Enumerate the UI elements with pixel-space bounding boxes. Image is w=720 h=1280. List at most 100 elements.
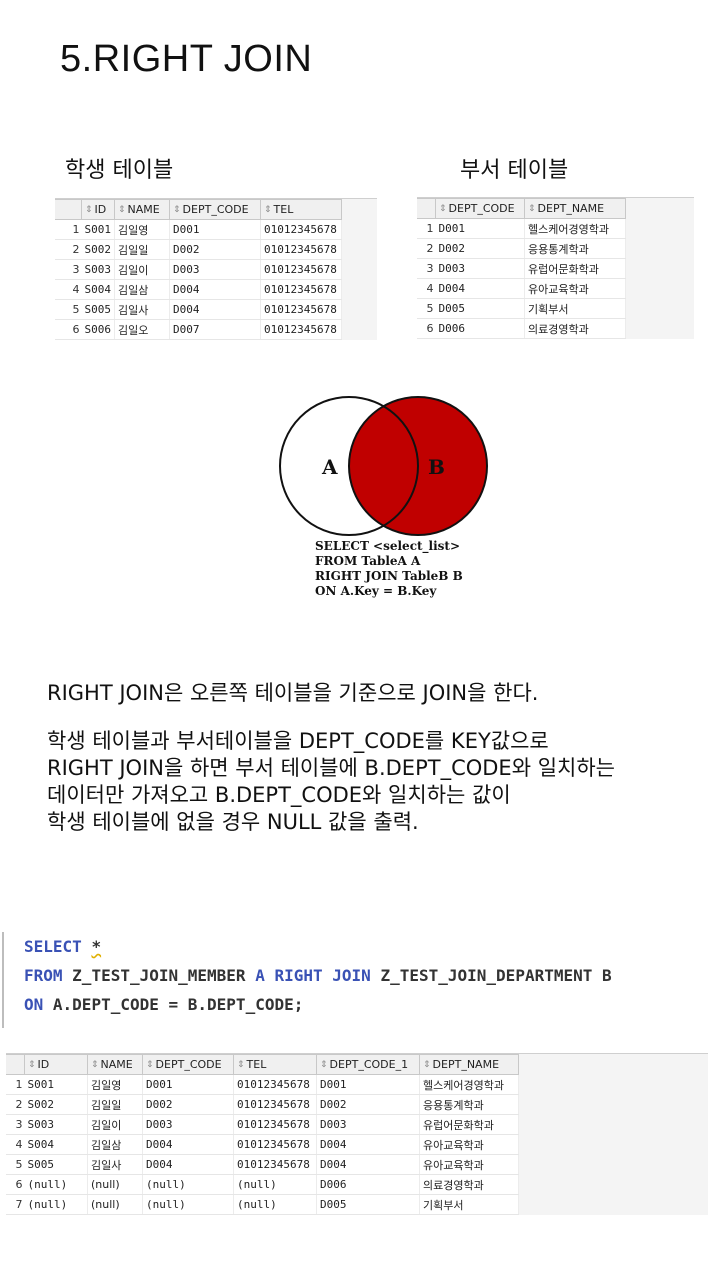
sort-icon[interactable]: ⇕ [173,205,181,215]
sort-icon[interactable]: ⇕ [146,1060,154,1070]
table-cell[interactable]: D004 [435,278,525,299]
table-cell[interactable]: 01012345678 [260,319,342,340]
table-cell[interactable]: S005 [24,1154,88,1175]
table-cell[interactable]: 01012345678 [260,219,342,240]
sort-icon[interactable]: ⇕ [118,205,126,215]
table-cell[interactable]: D003 [435,258,525,279]
table-cell[interactable]: (null) [142,1194,234,1215]
table-cell[interactable]: D004 [316,1134,420,1155]
sort-icon[interactable]: ⇕ [91,1060,99,1070]
table-row[interactable]: 5 D005 기획부서 [417,298,626,319]
column-header[interactable]: ⇕ DEPT_NAME [524,198,626,219]
table-row[interactable]: 4 S004 김일삼 D004 01012345678 [55,279,342,300]
table-cell[interactable]: D002 [435,238,525,259]
table-cell[interactable]: 01012345678 [233,1154,317,1175]
table-cell[interactable]: 유아교육학과 [419,1134,519,1155]
column-header[interactable]: ⇕ DEPT_CODE [435,198,525,219]
table-row[interactable]: 3 S003 김일이 D003 01012345678 D003 유럽어문화학과 [6,1114,519,1135]
table-cell[interactable]: 김일이 [114,259,170,280]
table-row[interactable]: 2 D002 응용통계학과 [417,238,626,259]
table-cell[interactable]: (null) [24,1174,88,1195]
table-cell[interactable]: 01012345678 [260,279,342,300]
table-row[interactable]: 1 D001 헬스케어경영학과 [417,218,626,239]
table-cell[interactable]: D001 [435,218,525,239]
table-cell[interactable]: 응용통계학과 [524,238,626,259]
table-cell[interactable]: S003 [24,1114,88,1135]
table-row[interactable]: 1 S001 김일영 D001 01012345678 D001 헬스케어경영학과 [6,1074,519,1095]
table-cell[interactable]: 김일삼 [114,279,170,300]
table-cell[interactable]: D003 [142,1114,234,1135]
table-cell[interactable]: S004 [24,1134,88,1155]
table-cell[interactable]: D006 [435,318,525,339]
table-cell[interactable]: 01012345678 [260,299,342,320]
table-cell[interactable]: D006 [316,1174,420,1195]
table-cell[interactable]: S003 [81,259,115,280]
table-cell[interactable]: 헬스케어경영학과 [524,218,626,239]
table-cell[interactable]: 01012345678 [233,1114,317,1135]
table-cell[interactable]: 김일일 [114,239,170,260]
table-row[interactable]: 4 S004 김일삼 D004 01012345678 D004 유아교육학과 [6,1134,519,1155]
table-cell[interactable]: 기획부서 [419,1194,519,1215]
table-cell[interactable]: D002 [316,1094,420,1115]
table-cell[interactable]: D003 [316,1114,420,1135]
table-cell[interactable]: D004 [142,1134,234,1155]
table-cell[interactable]: 의료경영학과 [524,318,626,339]
table-cell[interactable]: 기획부서 [524,298,626,319]
column-header[interactable]: ⇕ TEL [233,1054,317,1075]
table-cell[interactable]: 유럽어문화학과 [524,258,626,279]
table-cell[interactable]: 응용통계학과 [419,1094,519,1115]
table-cell[interactable]: D001 [169,219,261,240]
table-cell[interactable]: 01012345678 [233,1134,317,1155]
table-cell[interactable]: 김일영 [114,219,170,240]
table-row[interactable]: 5 S005 김일사 D004 01012345678 D004 유아교육학과 [6,1154,519,1175]
table-row[interactable]: 2 S002 김일일 D002 01012345678 D002 응용통계학과 [6,1094,519,1115]
table-cell[interactable]: D004 [169,279,261,300]
sort-icon[interactable]: ⇕ [320,1060,328,1070]
table-cell[interactable]: 01012345678 [233,1074,317,1095]
table-cell[interactable]: 김일영 [87,1074,143,1095]
table-row[interactable]: 1 S001 김일영 D001 01012345678 [55,219,342,240]
sort-icon[interactable]: ⇕ [85,205,93,215]
table-cell[interactable]: S002 [24,1094,88,1115]
table-cell[interactable]: 01012345678 [260,259,342,280]
table-cell[interactable]: S002 [81,239,115,260]
column-header[interactable]: ⇕ NAME [114,199,170,220]
table-cell[interactable]: D002 [142,1094,234,1115]
table-cell[interactable]: D007 [169,319,261,340]
sort-icon[interactable]: ⇕ [439,204,447,214]
table-row[interactable]: 4 D004 유아교육학과 [417,278,626,299]
column-header[interactable]: ⇕ ID [24,1054,88,1075]
table-cell[interactable]: 김일일 [87,1094,143,1115]
table-cell[interactable]: S001 [81,219,115,240]
table-cell[interactable]: (null) [87,1174,143,1195]
table-cell[interactable]: 유럽어문화학과 [419,1114,519,1135]
column-header[interactable]: ⇕ DEPT_CODE [169,199,261,220]
table-row[interactable]: 6 (null) (null) (null) (null) D006 의료경영학과 [6,1174,519,1195]
column-header[interactable]: ⇕ ID [81,199,115,220]
column-header[interactable]: ⇕ DEPT_CODE_1 [316,1054,420,1075]
table-cell[interactable]: 김일사 [87,1154,143,1175]
table-cell[interactable]: 01012345678 [260,239,342,260]
sort-icon[interactable]: ⇕ [264,205,272,215]
table-row[interactable]: 2 S002 김일일 D002 01012345678 [55,239,342,260]
sql-editor[interactable]: SELECT * FROM Z_TEST_JOIN_MEMBER A RIGHT… [2,932,714,1028]
sort-icon[interactable]: ⇕ [528,204,536,214]
table-row[interactable]: 3 S003 김일이 D003 01012345678 [55,259,342,280]
table-cell[interactable]: D005 [435,298,525,319]
table-cell[interactable]: S001 [24,1074,88,1095]
table-cell[interactable]: (null) [24,1194,88,1215]
column-header[interactable]: ⇕ TEL [260,199,342,220]
table-cell[interactable]: 의료경영학과 [419,1174,519,1195]
table-cell[interactable]: 유아교육학과 [419,1154,519,1175]
table-cell[interactable]: D001 [142,1074,234,1095]
table-cell[interactable]: 김일오 [114,319,170,340]
column-header[interactable]: ⇕ NAME [87,1054,143,1075]
table-cell[interactable]: S005 [81,299,115,320]
table-cell[interactable]: S004 [81,279,115,300]
sort-icon[interactable]: ⇕ [423,1060,431,1070]
table-row[interactable]: 6 S006 김일오 D007 01012345678 [55,319,342,340]
table-cell[interactable]: (null) [233,1174,317,1195]
table-row[interactable]: 7 (null) (null) (null) (null) D005 기획부서 [6,1194,519,1215]
table-cell[interactable]: D004 [142,1154,234,1175]
table-cell[interactable]: 김일사 [114,299,170,320]
